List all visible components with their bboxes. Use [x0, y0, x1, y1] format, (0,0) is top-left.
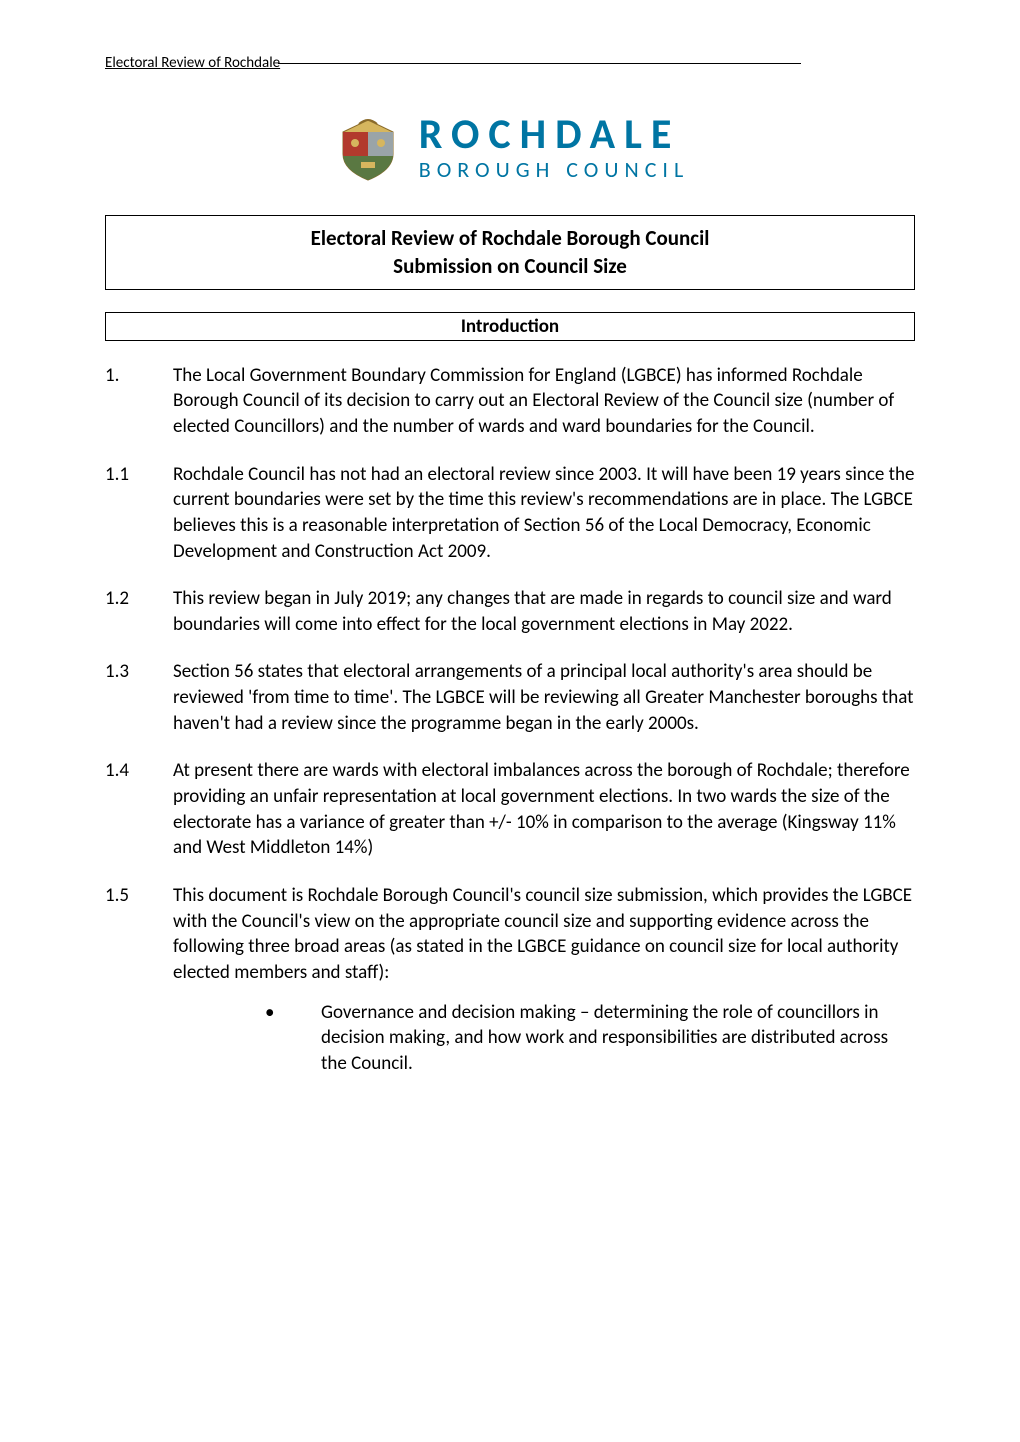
bullet-body: Governance and decision making – determi…: [321, 1000, 915, 1077]
paragraph-number: 1.: [105, 363, 173, 440]
paragraph: 1.5 This document is Rochdale Borough Co…: [105, 883, 915, 986]
paragraph-number: 1.3: [105, 659, 173, 736]
paragraph: 1.2 This review began in July 2019; any …: [105, 586, 915, 637]
paragraph-body: At present there are wards with electora…: [173, 758, 915, 861]
logo: ROCHDALE BOROUGH COUNCIL: [331, 110, 689, 184]
title-box: Electoral Review of Rochdale Borough Cou…: [105, 215, 915, 290]
title-line1: Electoral Review of Rochdale Borough Cou…: [116, 224, 904, 252]
document-page: Electoral Review of Rochdale ROCHDALE BO…: [0, 0, 1020, 1442]
paragraph: 1.3 Section 56 states that electoral arr…: [105, 659, 915, 736]
running-header-rule: [278, 63, 801, 64]
section-header-box: Introduction: [105, 312, 915, 341]
paragraph-body: This document is Rochdale Borough Counci…: [173, 883, 915, 986]
paragraph-number: 1.2: [105, 586, 173, 637]
logo-sub: BOROUGH COUNCIL: [419, 159, 689, 181]
logo-block: ROCHDALE BOROUGH COUNCIL: [105, 110, 915, 189]
paragraph-number: 1.1: [105, 462, 173, 565]
paragraph-number: 1.4: [105, 758, 173, 861]
paragraph: 1.4 At present there are wards with elec…: [105, 758, 915, 861]
paragraph-body: This review began in July 2019; any chan…: [173, 586, 915, 637]
coat-of-arms-icon: [331, 110, 405, 184]
bullet-item: • Governance and decision making – deter…: [105, 1000, 915, 1077]
bullet-mark-icon: •: [261, 1000, 321, 1077]
paragraph-body: Rochdale Council has not had an electora…: [173, 462, 915, 565]
logo-text: ROCHDALE BOROUGH COUNCIL: [419, 114, 689, 181]
paragraph-number: 1.5: [105, 883, 173, 986]
paragraph: 1. The Local Government Boundary Commiss…: [105, 363, 915, 440]
bullet-indent: [105, 1000, 261, 1077]
logo-main: ROCHDALE: [419, 114, 689, 156]
running-header: Electoral Review of Rochdale: [105, 54, 915, 72]
paragraph-body: Section 56 states that electoral arrange…: [173, 659, 915, 736]
paragraph: 1.1 Rochdale Council has not had an elec…: [105, 462, 915, 565]
title-line2: Submission on Council Size: [116, 252, 904, 280]
running-header-title: Electoral Review of Rochdale: [105, 54, 280, 72]
section-header-label: Introduction: [461, 315, 559, 338]
paragraph-body: The Local Government Boundary Commission…: [173, 363, 915, 440]
